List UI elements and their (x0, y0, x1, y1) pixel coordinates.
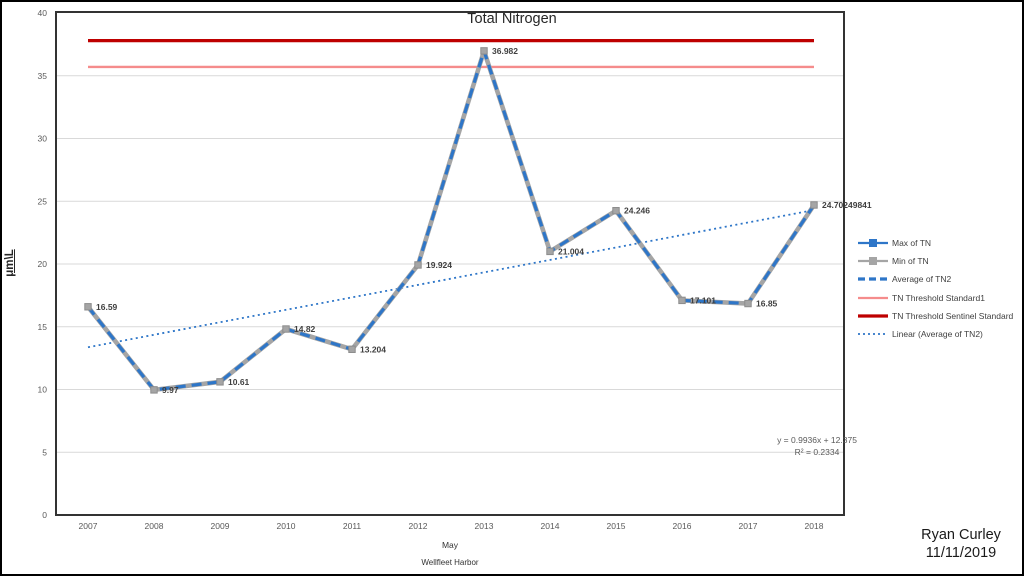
svg-text:25: 25 (38, 196, 48, 206)
svg-text:2008: 2008 (145, 521, 164, 531)
svg-text:16.59: 16.59 (96, 302, 118, 312)
legend-item-tn-threshold-sentinel-standard: TN Threshold Sentinel Standard (858, 310, 1013, 322)
legend-item-average-of-tn2: Average of TN2 (858, 273, 951, 285)
svg-text:19.924: 19.924 (426, 260, 452, 270)
x-axis-tick-labels: 2007 2008 2009 2010 2011 2012 2013 2014 2015 2016… (79, 521, 824, 531)
series-markers (84, 47, 818, 394)
svg-text:10: 10 (38, 385, 48, 395)
svg-text:2013: 2013 (475, 521, 494, 531)
svg-text:2007: 2007 (79, 521, 98, 531)
svg-text:24.246: 24.246 (624, 206, 650, 216)
trendline-equation: y = 0.9936x + 12.375 R² = 0.2334 (774, 435, 860, 458)
trendline-equation-line: y = 0.9936x + 12.375 (777, 435, 857, 445)
svg-text:24.70249841: 24.70249841 (822, 200, 872, 210)
author-date: 11/11/2019 (925, 545, 997, 561)
svg-text:21.004: 21.004 (558, 246, 584, 256)
legend-item-linear-average-of-tn2-: Linear (Average of TN2) (858, 328, 983, 340)
svg-text:2014: 2014 (541, 521, 560, 531)
legend-item-label: Min of TN (892, 256, 929, 266)
author-block: Ryan Curley 11/11/2019 (900, 526, 1022, 562)
svg-text:2018: 2018 (805, 521, 824, 531)
legend-swatch-icon (858, 296, 888, 300)
svg-text:2010: 2010 (277, 521, 296, 531)
svg-text:17.101: 17.101 (690, 295, 716, 305)
legend-item-max-of-tn: Max of TN (858, 237, 931, 249)
legend-item-label: Linear (Average of TN2) (892, 329, 983, 339)
svg-text:13.204: 13.204 (360, 344, 386, 354)
svg-text:10.61: 10.61 (228, 377, 250, 387)
chart-title: Total Nitrogen (467, 11, 557, 27)
svg-text:2015: 2015 (607, 521, 626, 531)
x-axis-title-site: Wellfleet Harbor (421, 558, 479, 567)
plot-border (55, 11, 845, 516)
y-axis-tick-labels: 0 5 10 15 20 25 30 35 40 (38, 8, 48, 520)
svg-text:16.85: 16.85 (756, 299, 778, 309)
gridlines (57, 75, 844, 453)
legend-swatch-icon (858, 314, 888, 318)
svg-text:30: 30 (38, 134, 48, 144)
author-name: Ryan Curley (921, 527, 1001, 543)
svg-text:2017: 2017 (739, 521, 758, 531)
svg-text:14.82: 14.82 (294, 324, 316, 334)
x-axis-title-month: May (441, 540, 459, 550)
series-average-line (86, 49, 816, 392)
threshold-lines (88, 39, 814, 69)
legend-swatch-icon (858, 239, 888, 247)
svg-text:20: 20 (38, 259, 48, 269)
svg-text:2016: 2016 (673, 521, 692, 531)
y-axis-title: μm\L (4, 249, 16, 277)
legend-item-label: Average of TN2 (892, 274, 952, 284)
svg-text:2009: 2009 (211, 521, 230, 531)
svg-text:40: 40 (38, 8, 48, 18)
trendline-r-squared: R² = 0.2334 (794, 446, 840, 457)
svg-text:5: 5 (42, 447, 47, 457)
legend-item-label: TN Threshold Sentinel Standard (892, 311, 1014, 321)
legend-item-label: TN Threshold Standard1 (892, 293, 985, 303)
legend-swatch-icon (858, 257, 888, 265)
legend-item-label: Max of TN (892, 238, 932, 248)
legend-item-tn-threshold-standard1: TN Threshold Standard1 (858, 292, 985, 304)
data-labels: 16.59 9.97 10.61 14.82 13.204 19.924 36.982 21.… (96, 46, 872, 395)
svg-text:2011: 2011 (343, 521, 362, 531)
trendline (87, 209, 815, 349)
svg-text:35: 35 (38, 71, 48, 81)
svg-text:0: 0 (42, 510, 47, 520)
legend-swatch-icon (858, 277, 888, 281)
svg-text:36.982: 36.982 (492, 46, 518, 56)
svg-text:9.97: 9.97 (162, 385, 179, 395)
series-min-max-line (86, 48, 816, 393)
legend-swatch-icon (858, 333, 888, 335)
svg-text:15: 15 (38, 322, 48, 332)
legend-item-min-of-tn: Min of TN (858, 255, 929, 267)
svg-text:2012: 2012 (409, 521, 428, 531)
